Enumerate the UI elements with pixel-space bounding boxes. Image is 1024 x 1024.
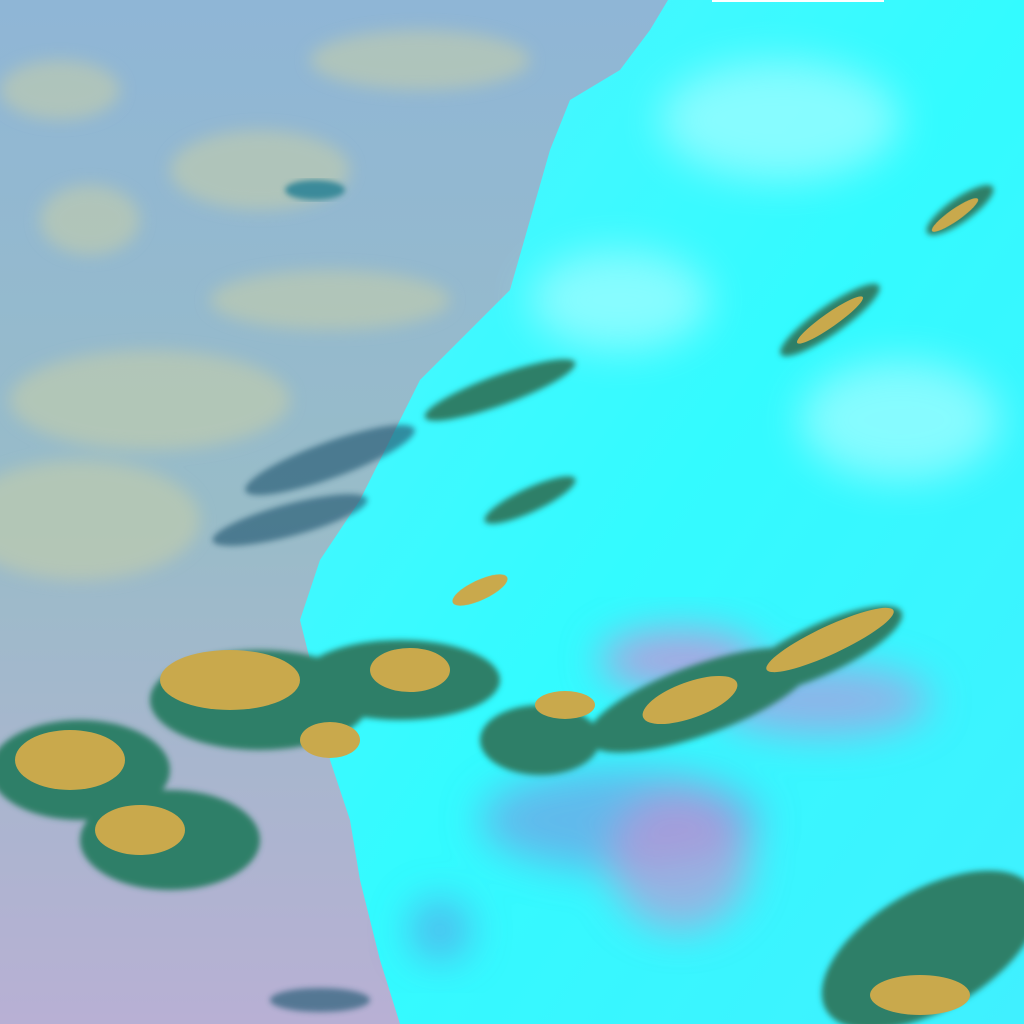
dark-wave-clouds <box>212 424 415 1012</box>
land-region <box>300 0 1024 1024</box>
ocean-haze-swirls <box>0 30 530 580</box>
high-clouds <box>0 185 1024 1024</box>
dark-cloud-patch <box>285 180 345 200</box>
bright-land-patches <box>530 60 1000 480</box>
top-edge-bar <box>712 0 884 2</box>
